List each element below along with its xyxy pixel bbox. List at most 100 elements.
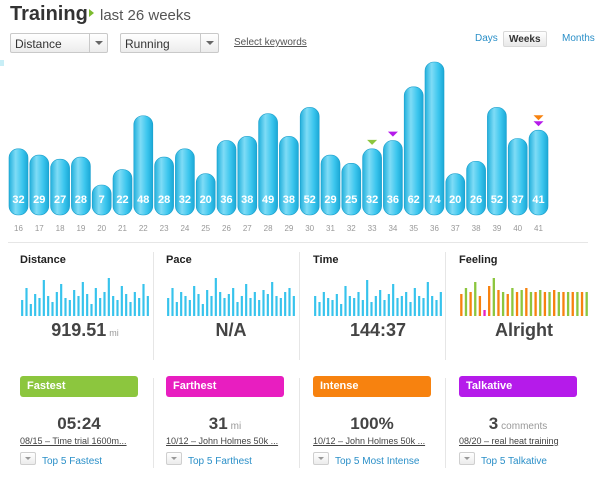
bar-week-34[interactable] bbox=[383, 140, 403, 216]
sparkline-bar bbox=[142, 284, 145, 316]
sparkline-bar bbox=[116, 300, 119, 316]
record-marker-icon[interactable] bbox=[533, 115, 544, 121]
bar-week-27[interactable] bbox=[237, 136, 258, 216]
sparkline-bar bbox=[249, 298, 252, 316]
bar-week-23[interactable] bbox=[154, 156, 174, 216]
stat-unit: mi bbox=[109, 328, 119, 338]
bar-week-22[interactable] bbox=[133, 115, 154, 216]
bar-week-39[interactable] bbox=[487, 107, 507, 216]
bar-week-37[interactable] bbox=[445, 173, 466, 216]
record-marker-icon[interactable] bbox=[387, 131, 398, 137]
range-days[interactable]: Days bbox=[475, 33, 498, 44]
sparkline-bar bbox=[232, 288, 235, 316]
stat-feeling[interactable]: Feeling Alright bbox=[459, 250, 599, 365]
sparkline-bar bbox=[348, 296, 351, 316]
bar-week-33[interactable] bbox=[362, 148, 382, 216]
stat-separator bbox=[153, 252, 154, 360]
sparkline-bar bbox=[435, 300, 438, 316]
record-activity-link[interactable]: 10/12 – John Holmes 50k ... bbox=[166, 436, 279, 446]
bar-week-28[interactable] bbox=[258, 113, 278, 216]
record-unit: mi bbox=[230, 421, 242, 432]
bar-week-31[interactable] bbox=[320, 154, 341, 216]
bar-value-label: 7 bbox=[99, 194, 105, 206]
select-keywords-link[interactable]: Select keywords bbox=[234, 37, 307, 48]
sparkline-bar bbox=[262, 290, 265, 316]
chevron-down-icon[interactable] bbox=[313, 452, 329, 465]
chevron-down-icon[interactable] bbox=[20, 452, 36, 465]
sparkline-bar bbox=[68, 300, 71, 316]
stat-label: Distance bbox=[20, 254, 66, 266]
record-marker-icon[interactable] bbox=[367, 139, 378, 145]
pace-sparkline bbox=[167, 278, 295, 316]
bar-week-35[interactable] bbox=[403, 86, 424, 216]
bar-week-32[interactable] bbox=[341, 163, 362, 216]
sparkline-bar bbox=[21, 300, 24, 316]
sparkline-bar bbox=[413, 288, 416, 316]
range-months[interactable]: Months bbox=[562, 33, 595, 44]
sparkline-bar bbox=[51, 302, 54, 316]
x-tick-label: 21 bbox=[118, 224, 127, 233]
bar-week-25[interactable] bbox=[195, 173, 216, 216]
stat-label: Pace bbox=[166, 254, 192, 266]
chevron-down-icon[interactable] bbox=[459, 452, 475, 465]
sparkline-bar bbox=[501, 292, 505, 316]
stat-time[interactable]: Time 144:37 bbox=[313, 250, 453, 365]
sparkline-bar bbox=[543, 292, 547, 316]
top5-link[interactable]: Top 5 Talkative bbox=[481, 456, 547, 467]
title-arrow-icon[interactable] bbox=[89, 9, 94, 17]
bar-week-36[interactable] bbox=[424, 61, 445, 216]
bar-week-29[interactable] bbox=[279, 136, 299, 216]
top5-link[interactable]: Top 5 Fastest bbox=[42, 456, 103, 467]
sparkline-bar bbox=[439, 292, 442, 316]
sparkline-bar bbox=[107, 278, 110, 316]
sparkline-bar bbox=[353, 298, 356, 316]
record-badge: Farthest bbox=[166, 376, 284, 397]
record-value: 31 bbox=[208, 414, 228, 433]
record-activity-link[interactable]: 08/15 – Time trial 1600m... bbox=[20, 436, 127, 446]
sparkline-bar bbox=[566, 292, 570, 316]
bar-week-18[interactable] bbox=[50, 158, 70, 216]
sparkline-bar bbox=[201, 304, 204, 316]
bar-week-38[interactable] bbox=[466, 160, 486, 216]
bar-week-17[interactable] bbox=[29, 154, 50, 216]
top5-link[interactable]: Top 5 Farthest bbox=[188, 456, 252, 467]
bar-week-19[interactable] bbox=[71, 156, 91, 216]
sparkline-bar bbox=[327, 298, 330, 316]
record-marker-icon[interactable] bbox=[533, 121, 544, 127]
top5-link[interactable]: Top 5 Most Intense bbox=[335, 456, 420, 467]
sparkline-bar bbox=[129, 302, 132, 316]
metric-select[interactable]: Distance bbox=[10, 33, 108, 53]
bar-week-26[interactable] bbox=[216, 140, 237, 216]
bar-week-21[interactable] bbox=[112, 169, 133, 216]
chevron-down-icon[interactable] bbox=[166, 452, 182, 465]
bar-week-41[interactable] bbox=[528, 129, 549, 216]
bar-value-label: 38 bbox=[241, 194, 253, 206]
stat-value: N/A bbox=[215, 320, 247, 340]
sparkline-bar bbox=[396, 298, 399, 316]
stat-distance[interactable]: Distance 919.51 mi bbox=[20, 250, 160, 365]
x-tick-label: 20 bbox=[97, 224, 106, 233]
sparkline-bar bbox=[94, 288, 97, 316]
x-tick-label: 31 bbox=[326, 224, 335, 233]
record-separator bbox=[153, 378, 154, 468]
record-activity-link[interactable]: 10/12 – John Holmes 50k ... bbox=[313, 436, 426, 446]
stat-pace[interactable]: Pace N/A bbox=[166, 250, 306, 365]
x-tick-label: 17 bbox=[35, 224, 44, 233]
x-tick-label: 27 bbox=[243, 224, 252, 233]
x-tick-label: 34 bbox=[388, 224, 397, 233]
sparkline-bar bbox=[525, 288, 528, 316]
sparkline-bar bbox=[422, 298, 425, 316]
sparkline-bar bbox=[292, 296, 295, 316]
bar-value-label: 20 bbox=[200, 194, 212, 206]
bar-week-20[interactable] bbox=[91, 184, 112, 216]
bar-week-30[interactable] bbox=[299, 107, 320, 216]
sparkline-bar bbox=[464, 288, 468, 316]
bar-week-24[interactable] bbox=[175, 148, 195, 216]
record-activity-link[interactable]: 08/20 – real heat training bbox=[459, 436, 559, 446]
sparkline-bar bbox=[77, 296, 80, 316]
bar-week-16[interactable] bbox=[8, 148, 29, 216]
sparkline-bar bbox=[86, 294, 89, 316]
range-weeks[interactable]: Weeks bbox=[503, 31, 547, 47]
sport-select[interactable]: Running bbox=[120, 33, 219, 53]
bar-week-40[interactable] bbox=[507, 138, 528, 216]
